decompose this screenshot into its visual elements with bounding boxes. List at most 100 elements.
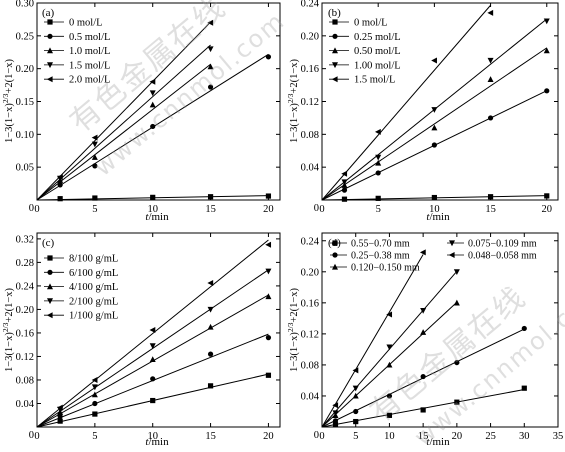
y-tick-label: 0.32 [16,234,34,245]
data-point [207,351,214,357]
y-tick-label: 0.28 [16,258,34,269]
legend: 0 mol/L 0.5 mol/L 1.0 mol/L 1.5 mol/L 2.0 mo… [44,18,110,86]
legend-label: 0.5 mol/L [69,32,110,43]
data-point [91,391,98,398]
series-4 [321,18,550,201]
x-axis-label: t/min [426,436,450,448]
data-point [92,163,98,169]
y-tick-label: 0.08 [301,130,319,141]
data-point [207,63,214,70]
series-1 [321,385,527,428]
legend-label: 0.55−0.70 mm [351,239,410,250]
legend: 0.55−0.70 mm0.25−0.38 mm0.120−0.150 mm 0.… [330,239,537,274]
x-tick-label: 15 [205,431,216,442]
data-point [207,323,214,330]
fit-line [321,254,424,428]
data-point [207,306,214,313]
panel-label: (b) [328,7,341,19]
data-point [57,418,63,424]
data-point [332,418,339,424]
legend: 0 mol/L 0.25 mol/L 0.50 mol/L 1.00 mol/L 1.5… [329,18,401,86]
x-tick-label: 5 [92,204,97,215]
data-point [91,384,98,391]
y-tick-label: 0.05 [16,163,34,174]
data-point [544,88,550,94]
y-tick-label: 0.04 [301,163,320,174]
data-point [150,397,156,404]
legend-label: 0 mol/L [69,18,103,29]
legend-label: 0.25−0.38 mm [351,251,410,262]
origin-tick-label: 0 [314,430,319,441]
y-tick-label: 0.24 [301,0,320,10]
data-point [487,57,494,64]
x-tick-label: 0 [319,431,324,442]
x-tick-label: 25 [485,431,496,442]
x-tick-label: 5 [92,431,97,442]
data-point [92,400,98,407]
legend-label: 1.5 mol/L [354,75,395,86]
series-3 [36,63,214,201]
data-point [265,54,272,60]
data-point [487,194,494,200]
x-tick-label: 20 [263,204,274,215]
legend-label: 1.00 mol/L [354,60,401,71]
series-4 [36,44,214,201]
legend-label: 0.048−0.058 mm [468,251,537,262]
data-point [431,107,438,113]
y-tick-label: 0.20 [16,64,34,75]
series-3 [321,47,550,201]
data-point [332,410,339,417]
data-point [207,46,214,53]
data-point [431,194,437,201]
data-point [150,123,156,130]
y-tick-label: 0.24 [301,236,320,247]
data-point [386,311,393,318]
data-point [352,385,359,392]
data-point [420,373,426,380]
y-tick-label: 0.25 [16,31,34,42]
data-point [207,84,214,90]
plot-frame [321,232,559,428]
panel-c: 0 5 10 15 20 0.04 0.08 0.12 0.16 0.20 0.24 0.28 0.32… [1,232,281,448]
x-tick-label: 30 [519,431,530,442]
series-3 [36,293,272,428]
y-tick-label: 0.20 [16,305,34,316]
legend-label: 2.0 mol/L [69,75,110,86]
legend-label: 2/100 g/mL [69,296,118,307]
data-point [487,76,494,82]
fit-line [36,21,211,201]
origin-tick-label: 0 [29,203,34,214]
data-point [386,344,393,351]
data-point [420,329,427,335]
legend-label: 1/100 g/mL [69,311,118,322]
data-point [386,393,393,399]
panel-b: 0 5 10 15 20 0.04 0.08 0.12 0.16 0.20 0.24 0 (b) t/mi… [286,0,559,223]
series-5 [321,249,426,428]
data-point [56,174,63,181]
y-axis-label: 1−3(1−x)2/3+2(1−x) [1,58,15,143]
panel-a: 0 5 10 15 20 0.05 0.10 0.15 0.20 0.25 0.30 0 (a) t/mi… [1,0,281,223]
legend-label: 0 mol/L [354,18,388,29]
data-point [353,418,359,425]
data-point [431,124,438,131]
y-tick-label: 0.20 [301,31,319,42]
y-tick-label: 0.15 [16,97,34,108]
x-axis-label: t/min [145,436,169,448]
data-point [386,412,393,418]
legend: 8/100 g/mL 6/100 g/mL 4/100 g/mL 2/100 g/mL… [44,254,118,322]
y-tick-label: 0.16 [301,64,319,75]
data-point [149,343,156,350]
data-point [453,299,460,306]
data-point [207,383,214,389]
data-point [149,90,156,97]
series-5 [36,19,214,201]
origin-tick-label: 0 [314,203,319,214]
x-tick-label: 15 [485,204,496,215]
series-1 [321,193,550,202]
data-point [386,361,393,368]
data-point [353,408,359,415]
data-point [332,402,339,409]
data-point [57,196,63,202]
data-point [341,187,348,193]
